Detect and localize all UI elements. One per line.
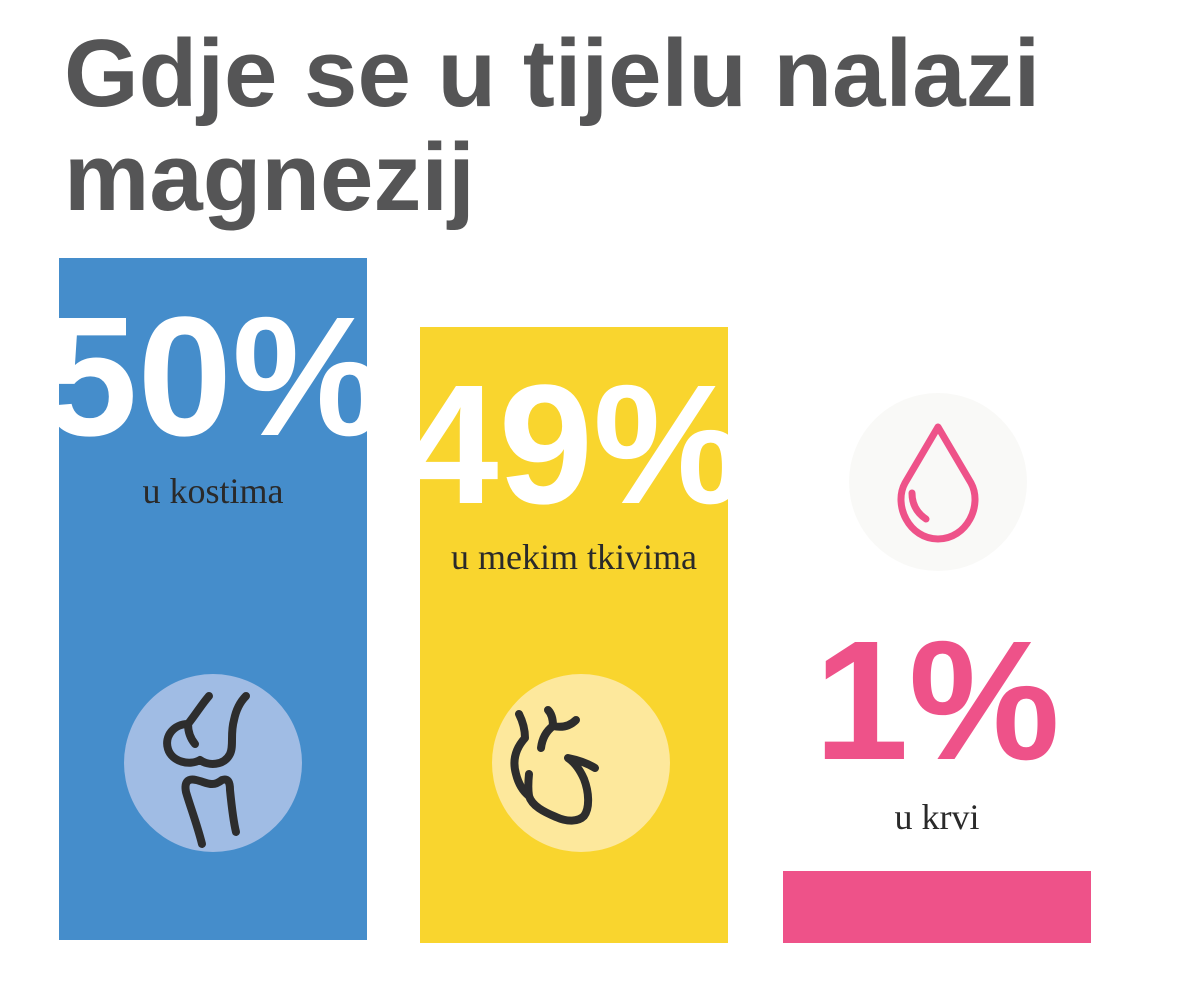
value-label-soft-tissue: 49% [404,350,745,540]
blood-drop-icon [849,393,1027,571]
page-title: Gdje se u tijelu nalazi magnezij [64,20,1041,231]
value-label-blood: 1% [814,606,1060,796]
category-label-soft-tissue: u mekim tkivima [451,537,697,577]
value-label-bones: 50% [43,282,384,472]
category-label-blood: u krvi [894,797,980,837]
heart-icon [492,674,670,852]
bar-blood [783,871,1091,943]
category-label-bones: u kostima [142,471,284,511]
knee-joint-icon [124,674,302,852]
